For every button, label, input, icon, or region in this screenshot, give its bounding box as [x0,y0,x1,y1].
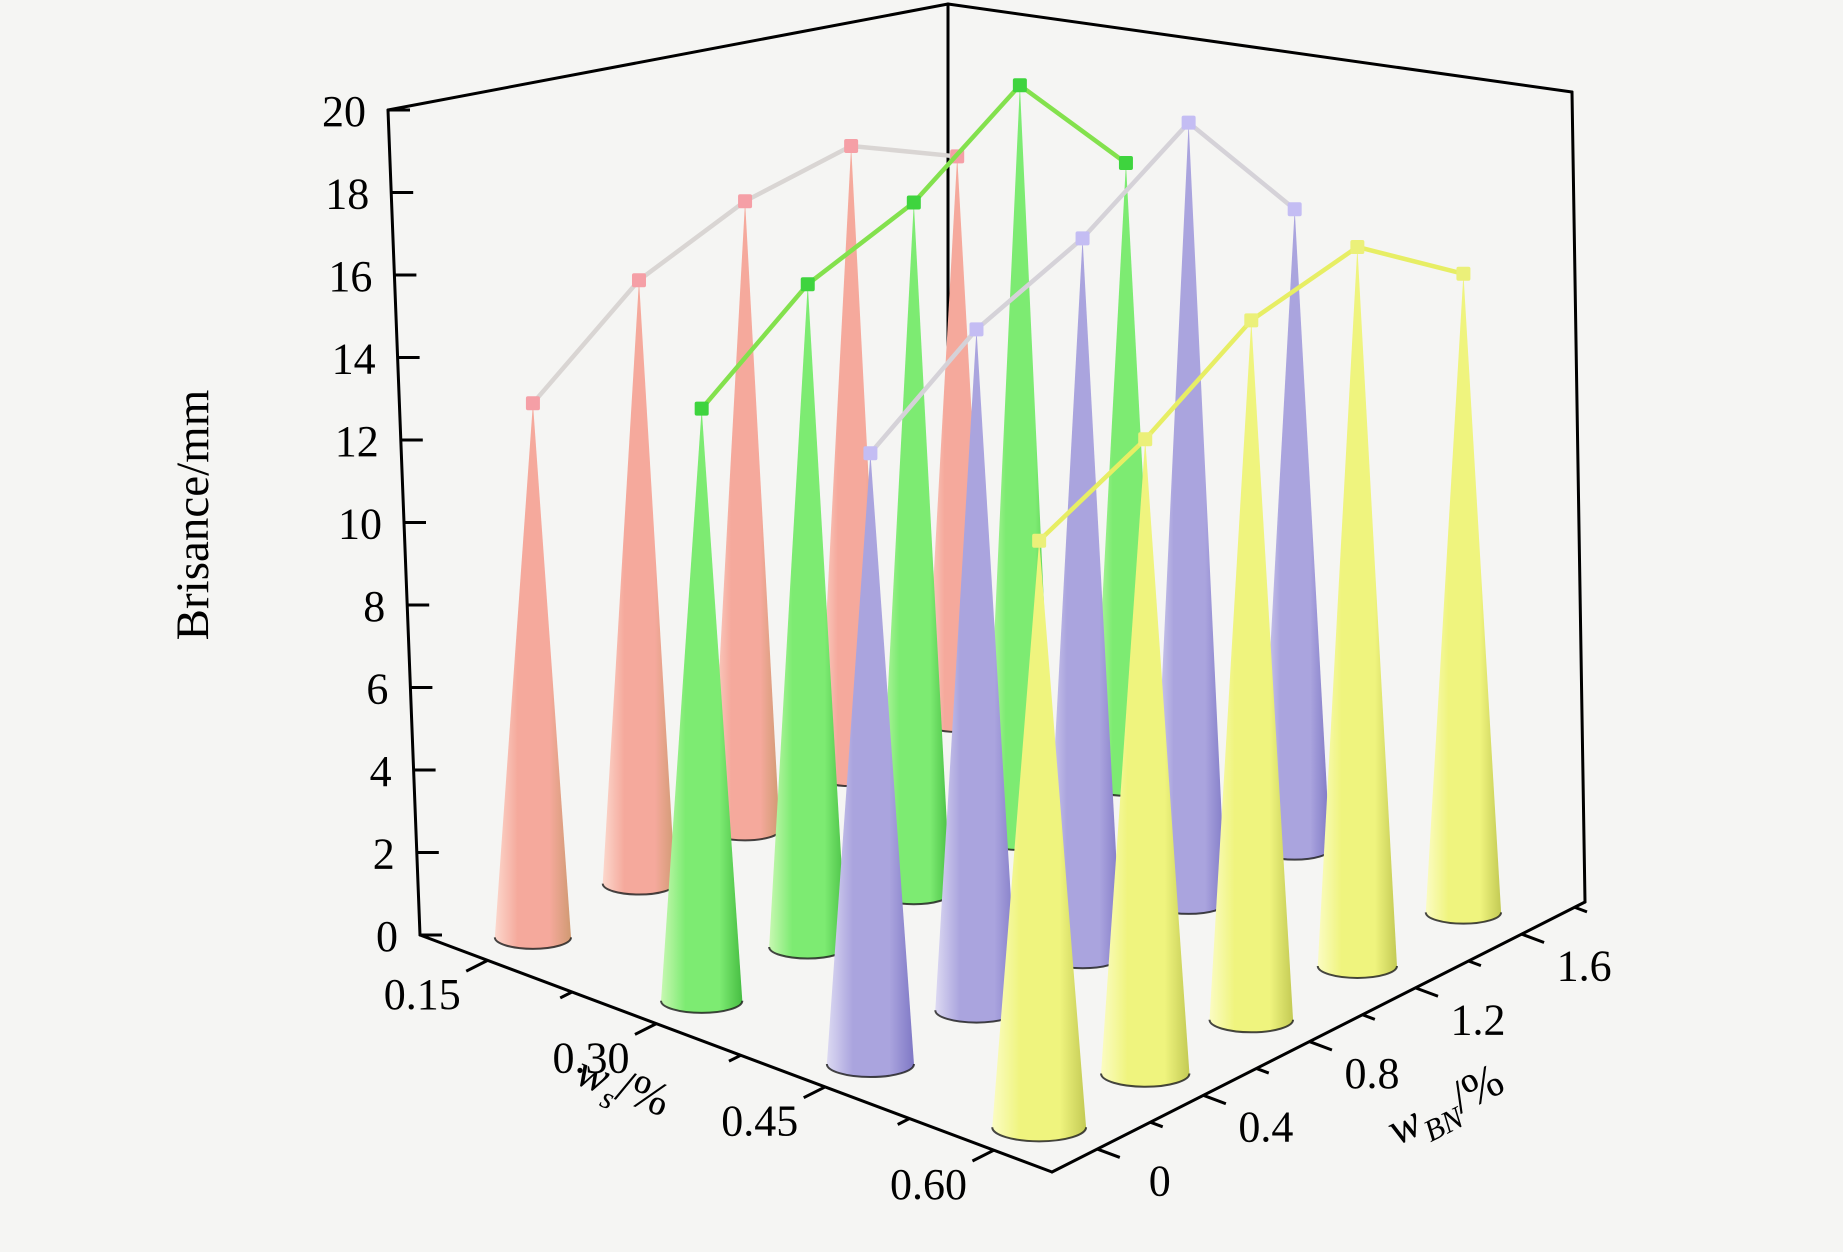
cone-base-rim [1316,965,1398,979]
cone-base-rim [1424,912,1503,925]
series-marker-ws0.15-wbn0.8 [738,194,753,209]
wbn-tick-label: 0 [1149,1156,1171,1205]
ws-tick-label: 0.60 [890,1160,967,1209]
z-axis: 0 2 4 6 8 10 12 14 16 18 20 [322,87,442,961]
cone-ws0.3-wbn0.4 [769,284,847,959]
z-tick-label: 14 [332,335,376,384]
series-marker-ws0.3-wbn1.2 [1012,78,1027,93]
z-axis-title: Brisance/mm [167,390,219,641]
series-marker-ws0.15-wbn0.4 [631,273,646,288]
ws-tick-label: 0.30 [552,1033,629,1082]
cone-ws0.3-wbn0 [661,408,743,1013]
z-tick-label: 0 [376,912,398,961]
cone-ws0.15-wbn0 [494,403,572,949]
wall-top-left-edge [386,2,950,112]
cone-base-rim [825,1063,915,1078]
wall-right-edge [1570,90,1587,904]
wbn-tick-label: 0.8 [1344,1049,1399,1098]
z-tick-label: 6 [366,665,388,714]
z-tick-label: 20 [322,87,366,136]
z-tick-label: 8 [363,582,385,631]
series-marker-ws0.6-wbn0.4 [1138,432,1153,447]
ws-tick [803,1085,826,1100]
wbn-axis-line [1050,900,1587,1174]
wbn-tick [1414,986,1439,998]
cone-ws0.6-wbn0.8 [1209,320,1294,1033]
series-marker-ws0.3-wbn0 [694,401,709,416]
wall-top-right-edge [946,2,1574,94]
plot-frame [386,2,1587,1174]
cone-ws0.15-wbn0.4 [602,280,676,895]
series-ws=0.30 [694,78,1133,416]
z-tick-label: 12 [335,417,379,466]
cone-base-rim [1208,1019,1295,1034]
z-tick-label: 10 [338,500,382,549]
series-marker-ws0.6-wbn1.6 [1456,266,1471,281]
series-ws=0.60 [1032,239,1471,548]
series-marker-ws0.3-wbn0.4 [800,277,815,292]
cone-ws0.45-wbn0.4 [935,329,1018,1023]
series-marker-ws0.6-wbn0.8 [1244,313,1259,328]
series-marker-ws0.15-wbn0 [525,396,540,411]
cone-ws0.45-wbn1.2 [1151,122,1226,914]
ws-tick [634,1022,658,1036]
wbn-minor-tick [1255,1067,1270,1075]
series-marker-ws0.6-wbn1.2 [1350,239,1365,254]
ws-axis: 0.15 0.30 0.45 0.60 [384,959,995,1209]
z-tick-label: 4 [370,747,392,796]
cone-ws0.6-wbn1.6 [1425,273,1502,924]
z-tick-label: 2 [373,830,395,879]
cone-bars [493,85,1503,1143]
ws-tick-label: 0.45 [721,1097,798,1146]
wbn-tick [1202,1093,1227,1106]
wbn-minor-tick [1468,959,1482,968]
ws-tick [971,1148,995,1163]
wbn-tick [1308,1040,1333,1052]
series-marker-ws0.45-wbn0.4 [969,322,984,337]
series-marker-ws0.45-wbn0 [863,446,878,461]
cone-base-rim [991,1127,1088,1143]
series-marker-ws0.3-wbn0.8 [906,195,921,210]
wbn-minor-tick [1361,1013,1376,1021]
series-marker-ws0.45-wbn1.6 [1287,202,1302,217]
series-marker-ws0.6-wbn0 [1032,533,1047,548]
ws-tick-label: 0.15 [384,970,461,1019]
series-marker-ws0.15-wbn1.2 [844,138,859,153]
series-ws=0.15 [525,138,965,411]
wbn-tick-label: 1.2 [1451,995,1506,1044]
series-marker-ws0.45-wbn0.8 [1075,231,1090,246]
cone-ws0.45-wbn0.8 [1043,238,1122,969]
ws-minor-tick [897,1117,911,1126]
ws-axis-line [418,933,1054,1174]
series-marker-ws0.3-wbn1.6 [1118,156,1133,171]
cone-ws0.6-wbn0 [992,540,1087,1142]
cone-base-rim [1100,1073,1191,1088]
series-ws=0.45 [863,115,1302,461]
cone-base-rim [493,937,573,950]
cone-ws0.45-wbn1.6 [1259,209,1331,860]
cone-ws0.6-wbn0.4 [1101,439,1190,1087]
ws-tick [465,959,489,973]
z-tick-label: 16 [328,252,372,301]
cone-ws0.6-wbn1.2 [1317,246,1397,978]
ws-minor-tick [559,990,573,1000]
cone-ws0.15-wbn0.8 [710,201,780,841]
wbn-axis: 0 0.4 0.8 1.2 1.6 [1096,905,1612,1205]
wbn-minor-tick [1574,905,1588,914]
cone-ws0.45-wbn0 [826,453,914,1078]
wbn-tick-label: 1.6 [1557,942,1612,991]
wbn-tick [1521,932,1545,944]
wbn-tick-label: 0.4 [1238,1103,1293,1152]
series-marker-ws0.45-wbn1.2 [1181,115,1196,130]
cone-base-rim [660,1000,744,1014]
wbn-tick [1096,1147,1121,1159]
cone-ws0.3-wbn0.8 [877,202,951,905]
z-tick-label: 18 [325,170,369,219]
ws-minor-tick [728,1053,742,1063]
wbn-minor-tick [1149,1120,1164,1129]
